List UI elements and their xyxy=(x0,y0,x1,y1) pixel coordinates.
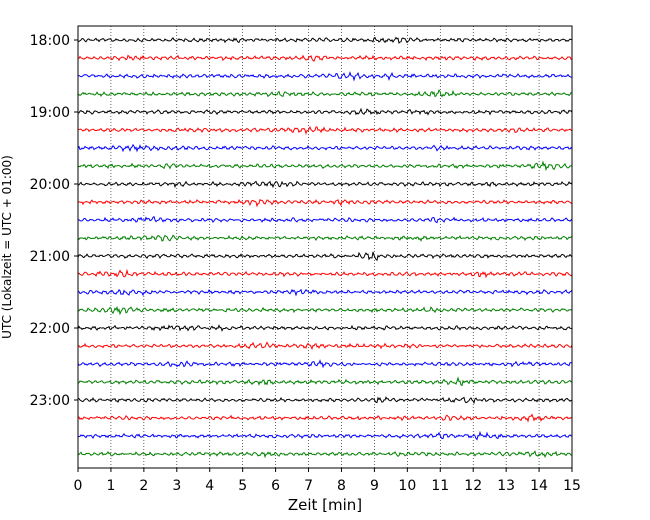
trace-line xyxy=(77,413,573,423)
trace-line xyxy=(77,430,573,441)
trace-line xyxy=(77,198,573,208)
x-tick-label: 7 xyxy=(304,478,313,494)
trace-line xyxy=(77,54,573,62)
trace-line xyxy=(77,376,573,387)
y-tick-label: 23:00 xyxy=(30,393,70,409)
x-tick-label: 5 xyxy=(238,478,247,494)
x-tick-label: 8 xyxy=(337,478,346,494)
trace-line xyxy=(77,396,573,405)
trace-line xyxy=(77,450,573,459)
x-tick-label: 15 xyxy=(563,478,581,494)
x-tick-label: 10 xyxy=(398,478,416,494)
x-tick-label: 4 xyxy=(205,478,214,494)
x-tick-label: 2 xyxy=(139,478,148,494)
trace-line xyxy=(77,268,573,279)
y-tick-label: 21:00 xyxy=(30,249,70,265)
trace-line xyxy=(77,160,573,172)
trace-line xyxy=(77,89,573,98)
trace-line xyxy=(77,180,573,189)
trace-line xyxy=(77,359,573,369)
trace-line xyxy=(77,341,573,351)
y-tick-label: 20:00 xyxy=(30,177,70,193)
trace-line xyxy=(77,305,573,316)
trace-line xyxy=(77,251,573,262)
x-tick-label: 6 xyxy=(271,478,280,494)
seismic-traces xyxy=(77,36,573,459)
trace-line xyxy=(77,324,573,332)
y-tick-label: 18:00 xyxy=(30,33,70,49)
x-tick-label: 0 xyxy=(74,478,83,494)
x-tick-label: 1 xyxy=(106,478,115,494)
trace-line xyxy=(77,36,573,44)
y-axis-ticks: 18:00 19:00 20:00 21:00 22:00 23:00 xyxy=(30,33,78,409)
x-axis-title: Zeit [min] xyxy=(288,496,362,514)
trace-line xyxy=(77,143,573,153)
y-axis-title: UTC (Lokalzeit = UTC + 01:00) xyxy=(0,155,14,339)
x-axis-ticks: 0 1 2 3 4 5 6 7 8 9 10 11 12 13 14 15 xyxy=(74,468,581,494)
x-tick-label: 3 xyxy=(172,478,181,494)
trace-line xyxy=(77,234,573,242)
trace-line xyxy=(77,107,573,116)
trace-line xyxy=(77,125,573,136)
trace-line xyxy=(77,288,573,297)
y-tick-label: 22:00 xyxy=(30,321,70,337)
plot-background xyxy=(78,26,572,468)
trace-line xyxy=(77,215,573,224)
y-tick-label: 19:00 xyxy=(30,105,70,121)
x-tick-label: 11 xyxy=(431,478,449,494)
x-tick-label: 12 xyxy=(464,478,482,494)
plot-frame xyxy=(77,25,573,469)
trace-line xyxy=(77,71,573,82)
x-tick-label: 13 xyxy=(497,478,515,494)
x-tick-label: 9 xyxy=(370,478,379,494)
x-tick-label: 14 xyxy=(530,478,548,494)
